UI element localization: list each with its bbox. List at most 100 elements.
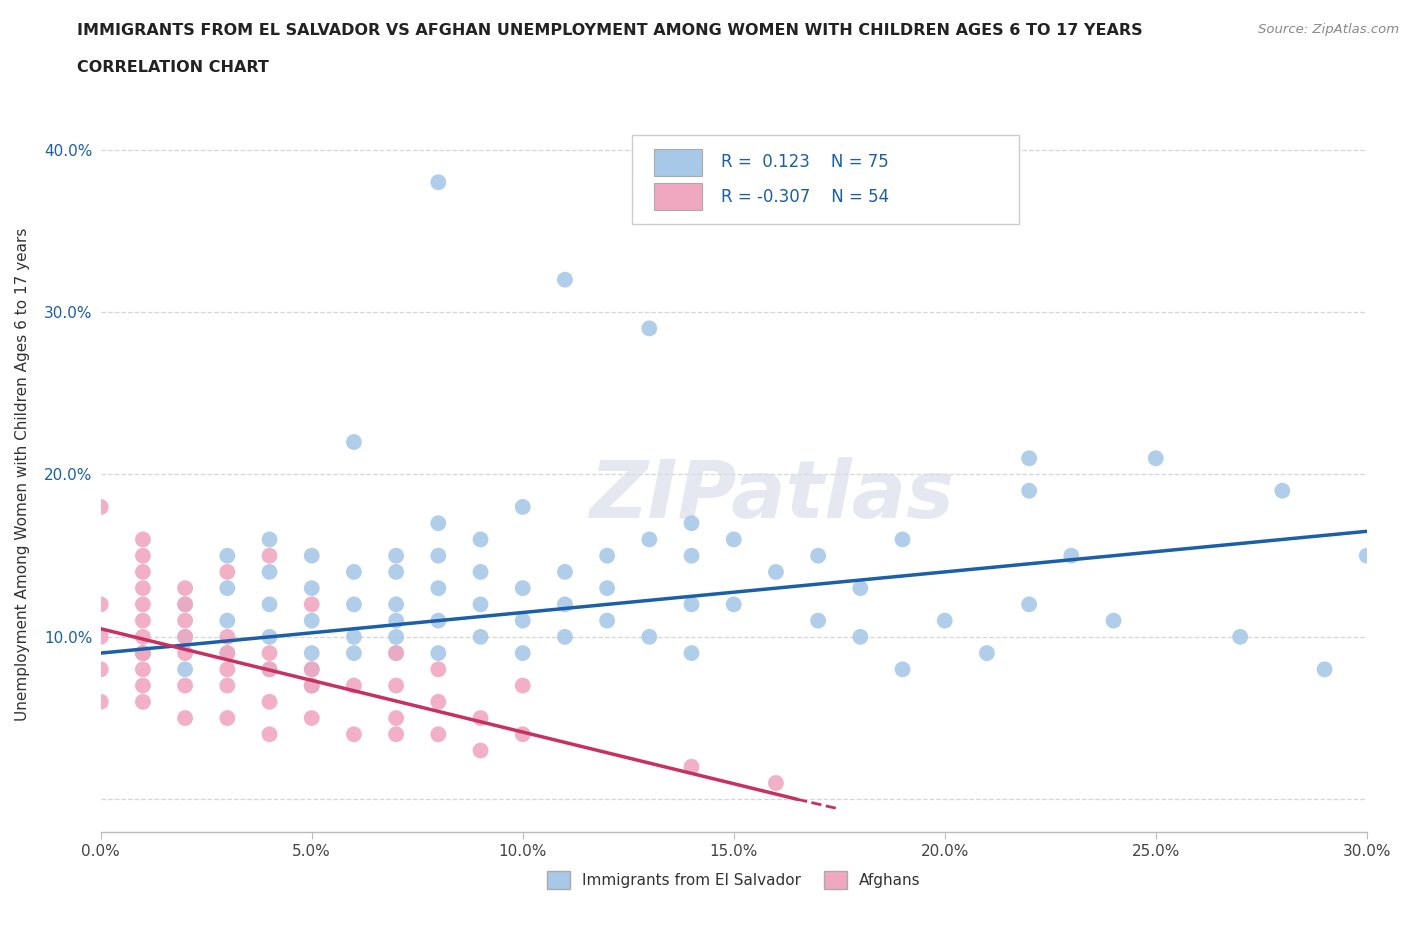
Point	[427, 645, 450, 660]
Point	[554, 272, 576, 287]
Point	[259, 630, 281, 644]
Point	[90, 597, 112, 612]
Point	[470, 565, 492, 579]
Point	[849, 630, 872, 644]
Point	[385, 549, 408, 564]
Legend: Immigrants from El Salvador, Afghans: Immigrants from El Salvador, Afghans	[541, 865, 927, 896]
Point	[512, 678, 534, 693]
Point	[174, 597, 197, 612]
Point	[217, 662, 239, 677]
Point	[259, 645, 281, 660]
Point	[807, 549, 830, 564]
Point	[638, 532, 661, 547]
Point	[385, 613, 408, 628]
Point	[385, 645, 408, 660]
FancyBboxPatch shape	[633, 135, 1018, 224]
Point	[259, 597, 281, 612]
Point	[132, 532, 155, 547]
Point	[174, 580, 197, 595]
Point	[259, 662, 281, 677]
Point	[1018, 451, 1040, 466]
Point	[259, 532, 281, 547]
Point	[174, 630, 197, 644]
Point	[554, 630, 576, 644]
Point	[301, 678, 323, 693]
Point	[681, 645, 703, 660]
Text: R =  0.123    N = 75: R = 0.123 N = 75	[721, 153, 889, 171]
Point	[174, 597, 197, 612]
Point	[132, 645, 155, 660]
Point	[217, 678, 239, 693]
Point	[132, 662, 155, 677]
Point	[259, 549, 281, 564]
Point	[343, 678, 366, 693]
Point	[174, 645, 197, 660]
Point	[596, 580, 619, 595]
Point	[217, 711, 239, 725]
Point	[427, 549, 450, 564]
Point	[765, 565, 787, 579]
Point	[681, 516, 703, 531]
Point	[132, 613, 155, 628]
Point	[385, 645, 408, 660]
Point	[132, 630, 155, 644]
Point	[259, 565, 281, 579]
Point	[470, 532, 492, 547]
Point	[1355, 549, 1378, 564]
Point	[301, 662, 323, 677]
Point	[1144, 451, 1167, 466]
Point	[427, 580, 450, 595]
Point	[132, 645, 155, 660]
Text: IMMIGRANTS FROM EL SALVADOR VS AFGHAN UNEMPLOYMENT AMONG WOMEN WITH CHILDREN AGE: IMMIGRANTS FROM EL SALVADOR VS AFGHAN UN…	[77, 23, 1143, 38]
Point	[765, 776, 787, 790]
Text: Source: ZipAtlas.com: Source: ZipAtlas.com	[1258, 23, 1399, 36]
Point	[343, 565, 366, 579]
Point	[1271, 484, 1294, 498]
Y-axis label: Unemployment Among Women with Children Ages 6 to 17 years: Unemployment Among Women with Children A…	[15, 228, 30, 721]
Point	[554, 565, 576, 579]
Point	[217, 580, 239, 595]
Point	[723, 597, 745, 612]
Point	[301, 597, 323, 612]
Point	[934, 613, 956, 628]
Point	[427, 662, 450, 677]
Point	[681, 759, 703, 774]
Point	[217, 645, 239, 660]
Point	[259, 662, 281, 677]
Point	[385, 711, 408, 725]
Point	[385, 565, 408, 579]
Point	[638, 630, 661, 644]
Point	[301, 678, 323, 693]
Point	[301, 580, 323, 595]
Point	[807, 613, 830, 628]
Point	[132, 549, 155, 564]
Point	[385, 597, 408, 612]
Point	[512, 613, 534, 628]
Point	[132, 580, 155, 595]
Point	[512, 645, 534, 660]
Point	[259, 695, 281, 710]
Point	[427, 516, 450, 531]
Point	[217, 613, 239, 628]
Point	[385, 727, 408, 742]
Point	[427, 613, 450, 628]
Point	[512, 727, 534, 742]
Point	[174, 630, 197, 644]
Point	[217, 565, 239, 579]
Point	[174, 711, 197, 725]
Point	[596, 613, 619, 628]
Point	[385, 678, 408, 693]
Point	[90, 499, 112, 514]
Point	[470, 711, 492, 725]
Point	[512, 580, 534, 595]
Point	[90, 695, 112, 710]
Point	[174, 613, 197, 628]
Point	[174, 662, 197, 677]
Point	[470, 597, 492, 612]
Text: R = -0.307    N = 54: R = -0.307 N = 54	[721, 188, 889, 206]
Point	[470, 630, 492, 644]
Point	[301, 645, 323, 660]
FancyBboxPatch shape	[654, 149, 702, 176]
Point	[1060, 549, 1083, 564]
Point	[217, 645, 239, 660]
